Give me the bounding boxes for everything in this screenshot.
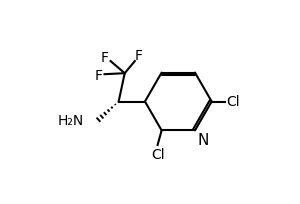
Text: Cl: Cl	[151, 147, 164, 161]
Text: F: F	[94, 69, 102, 83]
Text: N: N	[197, 133, 209, 148]
Text: F: F	[135, 49, 143, 63]
Text: F: F	[100, 51, 109, 65]
Text: Cl: Cl	[226, 95, 239, 109]
Text: H₂N: H₂N	[58, 113, 84, 127]
